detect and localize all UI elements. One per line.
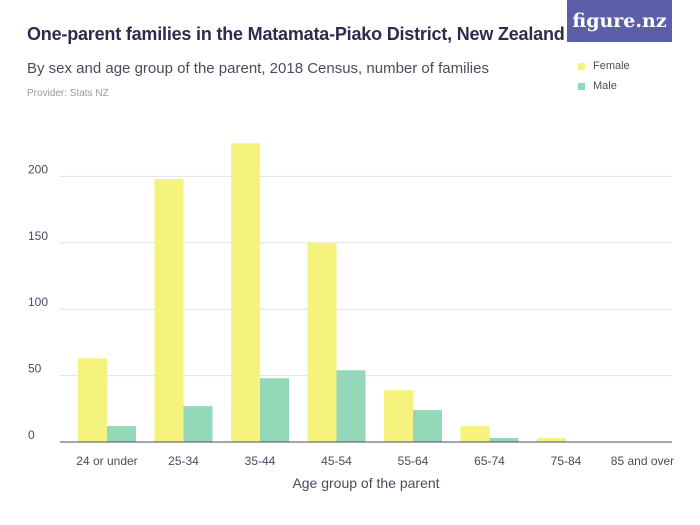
- x-tick-label-7: 85 and over: [611, 454, 674, 468]
- y-tick-label-0: 0: [28, 428, 35, 442]
- y-tick-label-200: 200: [28, 162, 48, 176]
- x-axis-title: Age group of the parent: [292, 475, 439, 491]
- bar-female-5: [460, 426, 490, 442]
- legend-item-male: Male: [578, 77, 630, 95]
- bar-male-2: [260, 378, 289, 442]
- legend: Female Male: [578, 57, 630, 97]
- legend-swatch-female: [578, 62, 585, 70]
- bar-female-6: [537, 438, 566, 442]
- bar-female-2: [231, 143, 260, 442]
- provider-credit: Provider: Stats NZ: [27, 88, 109, 99]
- x-tick-label-3: 45-54: [321, 454, 352, 468]
- x-tick-label-1: 25-34: [168, 454, 199, 468]
- bar-female-4: [384, 390, 413, 442]
- bar-male-1: [183, 406, 213, 442]
- legend-swatch-male: [578, 82, 585, 90]
- chart-title: One-parent families in the Matamata-Piak…: [27, 24, 565, 44]
- legend-label-female: Female: [593, 60, 630, 72]
- y-tick-label-100: 100: [28, 295, 48, 309]
- legend-label-male: Male: [593, 80, 617, 92]
- x-tick-label-5: 65-74: [474, 454, 505, 468]
- y-tick-label-150: 150: [28, 229, 48, 243]
- y-tick-label-50: 50: [28, 362, 42, 376]
- x-tick-label-0: 24 or under: [76, 454, 137, 468]
- chart-subtitle: By sex and age group of the parent, 2018…: [27, 60, 489, 77]
- bar-male-3: [336, 370, 366, 442]
- figure-nz-logo[interactable]: figure.nz: [567, 0, 672, 42]
- bar-male-0: [107, 426, 136, 442]
- bar-male-4: [413, 410, 442, 442]
- x-tick-label-6: 75-84: [551, 454, 582, 468]
- bar-female-3: [307, 242, 337, 442]
- bar-male-5: [489, 438, 519, 442]
- grid-lines: [60, 175, 672, 377]
- x-tick-label-4: 55-64: [398, 454, 429, 468]
- legend-item-female: Female: [578, 57, 630, 75]
- x-tick-label-2: 35-44: [245, 454, 276, 468]
- bar-female-1: [154, 179, 184, 442]
- axes: 0 50 100 150 200 24 or under 25-34 35-44 45-54 55…: [28, 162, 674, 468]
- bar-female-0: [78, 358, 107, 442]
- bars: [78, 143, 566, 442]
